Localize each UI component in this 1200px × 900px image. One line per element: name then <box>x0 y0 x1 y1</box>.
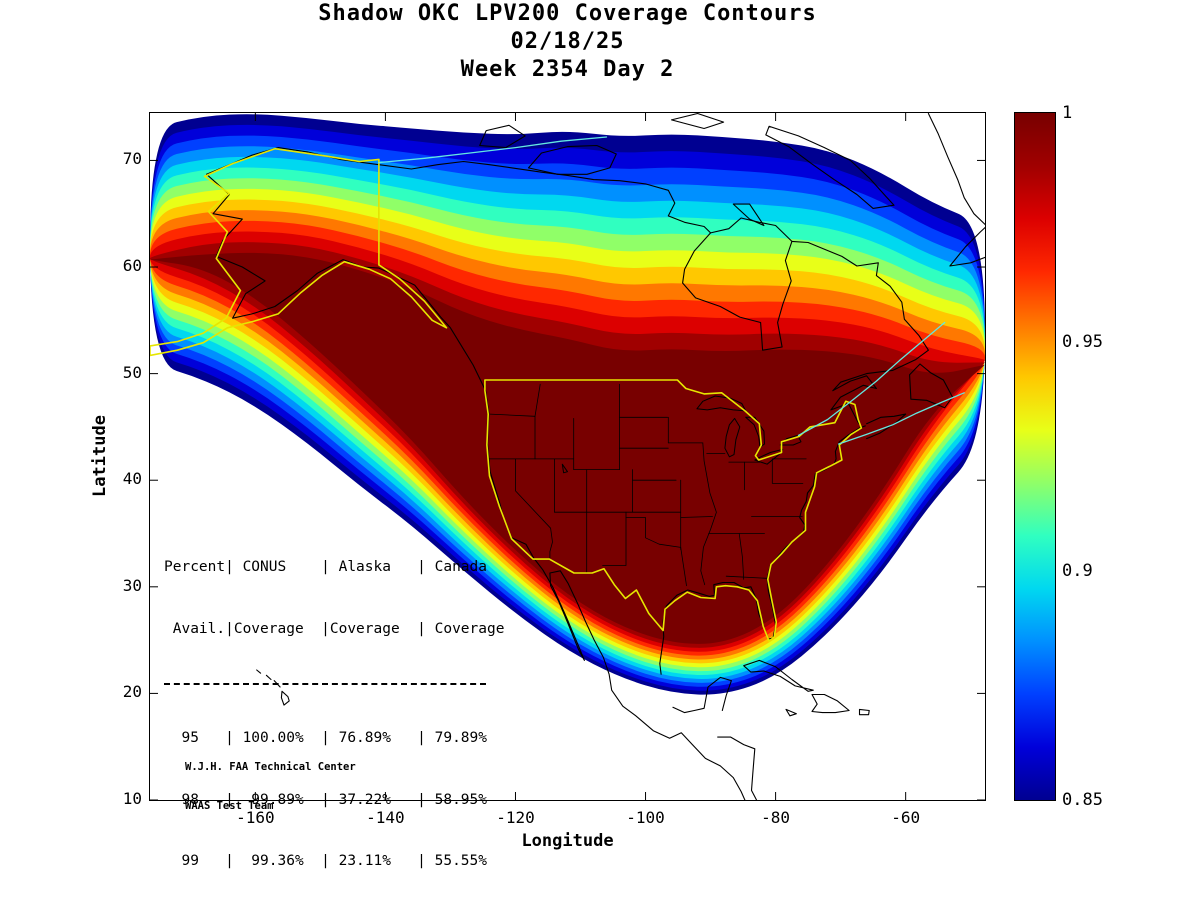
chart-title-line-3: Week 2354 Day 2 <box>460 57 675 82</box>
chart-title: Shadow OKC LPV200 Coverage Contours 02/1… <box>150 0 985 84</box>
coverage-table-header-1: Percent| CONUS | Alaska | Canada <box>164 559 488 575</box>
colorbar <box>1014 112 1056 801</box>
y-tick-label: 70 <box>122 149 142 169</box>
chart-title-line-1: Shadow OKC LPV200 Coverage Contours <box>318 1 817 26</box>
colorbar-tick-label: 1 <box>1062 103 1073 123</box>
coverage-table: Percent| CONUS | Alaska | Canada Avail.|… <box>164 516 504 900</box>
y-tick-label: 30 <box>122 575 142 595</box>
coverage-table-row: 95 | 100.00% | 76.89% | 79.89% <box>164 730 488 746</box>
coverage-table-header-2: Avail.|Coverage |Coverage | Coverage <box>164 620 505 637</box>
map-plot-area <box>149 112 986 801</box>
credit-line-1: W.J.H. FAA Technical Center <box>185 761 356 773</box>
coverage-table-divider <box>164 683 486 685</box>
x-tick-label: -160 <box>236 808 275 827</box>
colorbar-tick-label: 0.85 <box>1062 790 1103 810</box>
y-tick-label: 50 <box>122 362 142 382</box>
colorbar-tick-label: 0.9 <box>1062 561 1093 581</box>
x-tick-label: -60 <box>891 808 921 827</box>
x-tick-label: -140 <box>366 808 405 827</box>
y-tick-label: 40 <box>122 469 142 489</box>
y-tick-label: 60 <box>122 256 142 276</box>
colorbar-tick-label: 0.95 <box>1062 332 1103 352</box>
coverage-contour-map <box>150 113 985 800</box>
x-axis-label: Longitude <box>521 831 614 851</box>
credit-line-2: WAAS Test Team <box>185 800 274 812</box>
credit-note: W.J.H. FAA Technical Center WAAS Test Te… <box>185 735 356 839</box>
y-axis-label: Latitude <box>90 415 110 497</box>
y-tick-label: 20 <box>122 682 142 702</box>
coverage-table-row: 98 | 99.89% | 37.22% | 58.95% <box>164 791 488 808</box>
colorbar-gradient <box>1015 113 1055 800</box>
coverage-table-row: 99 | 99.36% | 23.11% | 55.55% <box>164 853 488 869</box>
y-tick-label: 10 <box>122 789 142 808</box>
x-tick-label: -100 <box>626 808 665 827</box>
x-tick-label: -80 <box>761 808 791 827</box>
chart-title-line-2: 02/18/25 <box>510 29 625 54</box>
x-tick-label: -120 <box>496 808 535 827</box>
